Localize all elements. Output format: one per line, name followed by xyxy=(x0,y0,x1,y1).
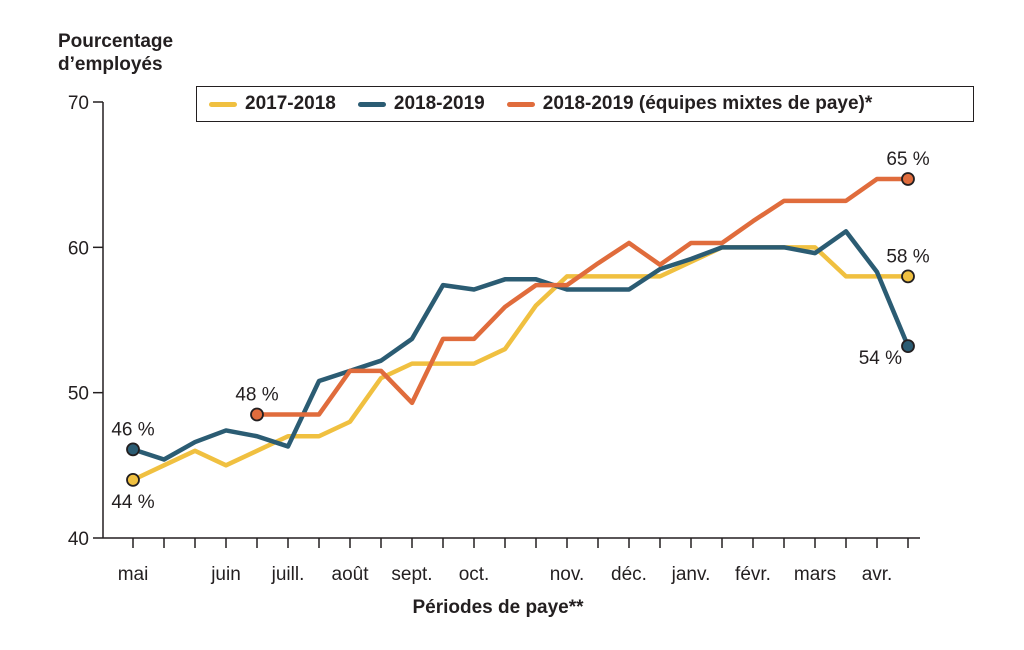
series-line-0 xyxy=(130,245,911,483)
x-tick-label-nov: nov. xyxy=(550,564,585,585)
x-tick-label-avr: avr. xyxy=(862,564,893,585)
series-1-data-label-0: 46 % xyxy=(111,419,154,440)
legend-label-equipes-mixtes: 2018-2019 (équipes mixtes de paye)* xyxy=(542,93,873,114)
y-axis-title: Pourcentage d’employés xyxy=(58,30,173,76)
y-tick-label-50: 50 xyxy=(68,384,89,405)
series-line-1 xyxy=(130,229,911,462)
series-1-data-label-1: 54 % xyxy=(859,348,902,369)
x-tick-label-août: août xyxy=(332,564,370,585)
x-tick-label-févr: févr. xyxy=(735,564,771,585)
x-tick-label-mai: mai xyxy=(118,564,149,585)
x-tick-label-janv: janv. xyxy=(671,564,711,585)
legend-label-2018-2019: 2018-2019 xyxy=(393,93,485,114)
legend-item-2018-2019: 2018-2019 xyxy=(346,93,485,115)
series-0-marker-1 xyxy=(901,269,915,284)
legend-swatch-2018-2019 xyxy=(357,101,386,107)
y-tick-label-70: 70 xyxy=(68,93,89,114)
legend-swatch-equipes-mixtes xyxy=(506,101,535,107)
y-axis-title-line2: d’employés xyxy=(58,54,163,75)
y-tick-label-40: 40 xyxy=(68,529,89,550)
series-0-data-label-0: 44 % xyxy=(111,492,154,513)
x-tick-label-mars: mars xyxy=(794,564,836,585)
x-axis-title: Périodes de paye** xyxy=(0,597,1024,619)
legend-swatch-2017-2018 xyxy=(209,101,237,107)
series-2-marker-0 xyxy=(250,407,264,422)
series-line-2 xyxy=(254,176,911,417)
legend-item-2017-2018: 2017-2018 xyxy=(197,93,336,115)
series-1-marker-0 xyxy=(126,442,140,457)
series-1-marker-1 xyxy=(901,339,915,354)
legend-item-equipes-mixtes: 2018-2019 (équipes mixtes de paye)* xyxy=(495,93,873,115)
y-axis-title-line1: Pourcentage xyxy=(58,31,174,52)
x-tick-label-juin: juin xyxy=(210,564,241,585)
series-2-marker-1 xyxy=(901,172,915,186)
x-tick-label-juill: juill. xyxy=(271,564,305,585)
series-2-data-label-1: 65 % xyxy=(886,149,929,170)
legend: 2017-2018 2018-2019 2018-2019 (équipes m… xyxy=(196,86,974,122)
x-tick-label-déc: déc. xyxy=(611,564,647,585)
x-tick-label-sept: sept. xyxy=(391,564,432,585)
series-2-data-label-0: 48 % xyxy=(235,384,278,405)
x-tick-label-oct: oct. xyxy=(459,564,490,585)
legend-label-2017-2018: 2017-2018 xyxy=(245,93,336,114)
x-axis-title-text: Périodes de paye** xyxy=(412,597,584,618)
y-tick-label-60: 60 xyxy=(68,238,89,259)
series-0-data-label-1: 58 % xyxy=(886,246,929,267)
series-0-marker-0 xyxy=(126,472,140,487)
